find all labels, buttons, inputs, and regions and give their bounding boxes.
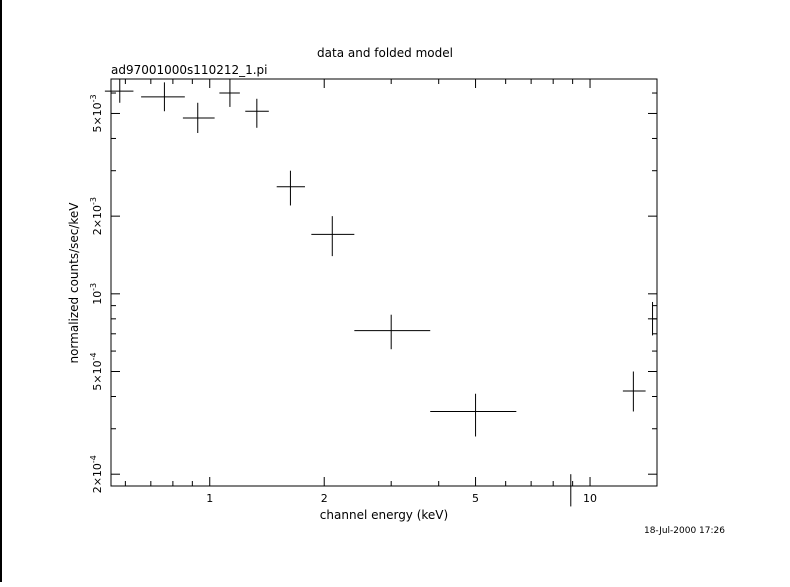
data-point — [245, 98, 269, 128]
data-point — [182, 102, 215, 133]
axis-ticks — [111, 79, 657, 486]
plot-frame — [110, 78, 658, 487]
data-points — [104, 79, 657, 507]
x-tick-label: 10 — [583, 492, 597, 505]
data-point — [276, 170, 305, 206]
y-tick-label: 5×10-4 — [89, 352, 104, 390]
x-tick-label: 1 — [206, 492, 213, 505]
y-tick-labels: 2×10-4 5×10-4 10-3 2×10-3 5×10-3 — [89, 94, 104, 493]
data-point — [141, 82, 185, 112]
data-point — [104, 79, 134, 103]
x-tick-label: 2 — [321, 492, 328, 505]
window-left-edge — [0, 0, 2, 582]
data-point — [219, 79, 240, 107]
x-axis-label: channel energy (keV) — [320, 508, 448, 522]
data-point — [516, 474, 623, 507]
x-tick-labels: 1 2 5 10 — [206, 492, 597, 505]
timestamp: 18-Jul-2000 17:26 — [644, 526, 725, 536]
data-point — [311, 216, 355, 257]
data-point — [354, 314, 431, 350]
y-tick-label: 2×10-4 — [89, 455, 104, 493]
y-tick-label: 10-3 — [89, 283, 104, 305]
y-axis-label: normalized counts/sec/keV — [67, 202, 81, 364]
y-tick-label: 2×10-3 — [89, 197, 104, 235]
x-tick-label: 5 — [472, 492, 479, 505]
data-point — [647, 301, 657, 336]
data-point — [622, 371, 646, 412]
chart-title: data and folded model — [317, 46, 453, 60]
chart-subtitle: ad97001000s110212_1.pi — [111, 63, 268, 77]
data-point — [430, 393, 517, 437]
y-tick-label: 5×10-3 — [89, 94, 104, 132]
